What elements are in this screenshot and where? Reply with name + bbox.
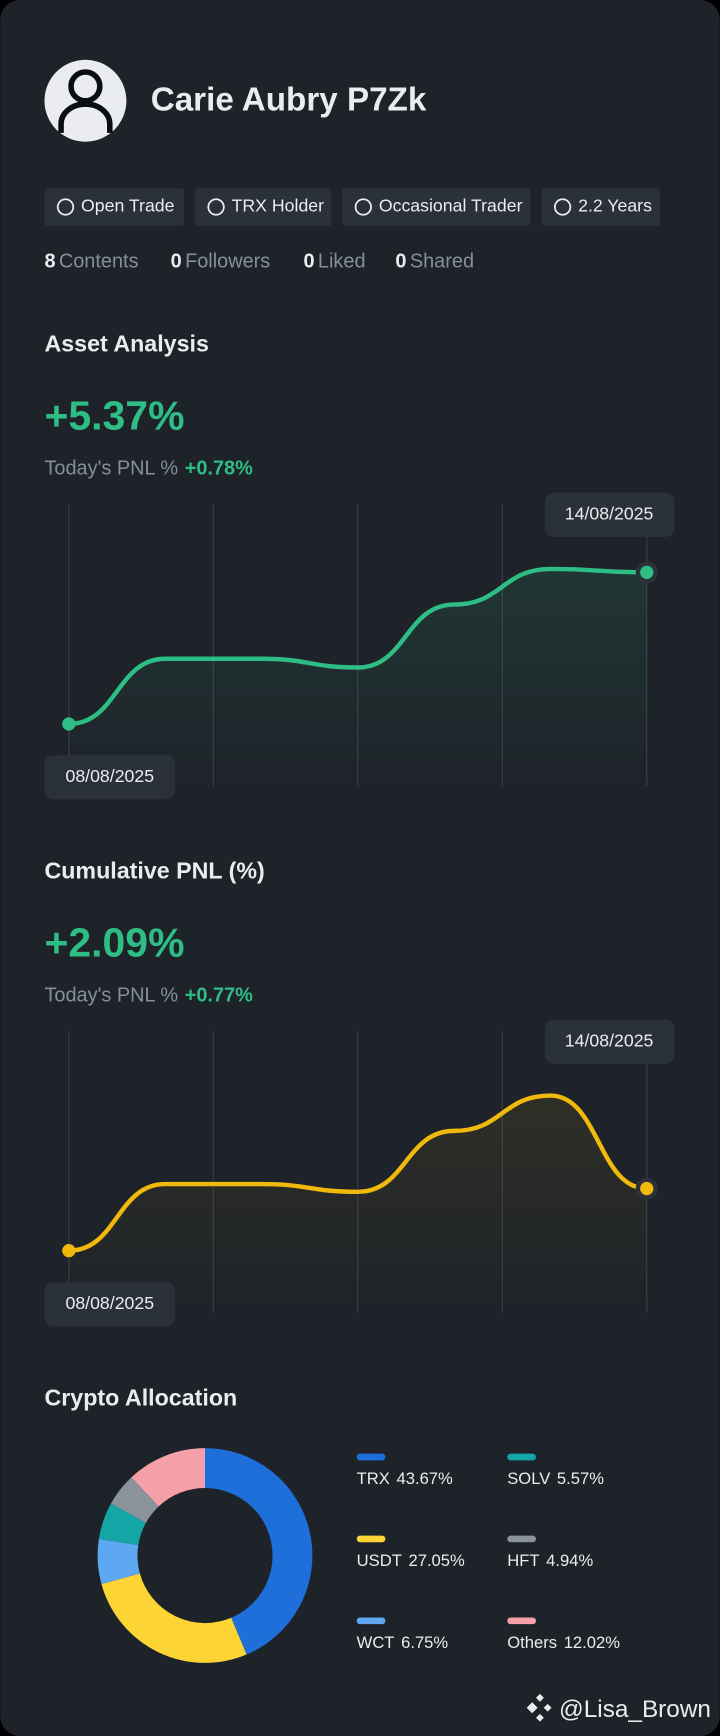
point bbox=[62, 717, 76, 731]
today-label: Today's PNL % bbox=[44, 458, 178, 480]
today-label: Today's PNL % bbox=[44, 985, 178, 1007]
avatar bbox=[44, 59, 127, 142]
section-title: Crypto Allocation bbox=[44, 1385, 237, 1411]
tag-chip bbox=[195, 188, 332, 226]
donut-segment bbox=[97, 1538, 141, 1585]
legend-name: TRX bbox=[357, 1470, 390, 1489]
stat: 8 Contents bbox=[44, 251, 138, 273]
tag-chip bbox=[44, 188, 184, 226]
area bbox=[68, 1095, 647, 1314]
tag-label: Open Trade bbox=[81, 196, 175, 216]
tag-label: 2.2 Years bbox=[578, 196, 652, 216]
stat: 0 Shared bbox=[395, 251, 474, 273]
tag-label: TRX Holder bbox=[232, 196, 325, 216]
today-pnl: Today's PNL % +0.77% bbox=[44, 985, 253, 1007]
legend-swatch bbox=[356, 1535, 386, 1543]
stat-label: Contents bbox=[59, 251, 139, 273]
tag-icon bbox=[553, 198, 572, 216]
user-name: Carie Aubry P7Zk bbox=[151, 82, 427, 119]
area bbox=[68, 568, 647, 787]
legend-entry: TRX 43.67% bbox=[357, 1470, 453, 1489]
date-badge bbox=[44, 755, 176, 800]
legend-value: 4.94% bbox=[546, 1552, 593, 1571]
point bbox=[62, 1244, 76, 1258]
legend-entry: SOLV 5.57% bbox=[507, 1470, 604, 1489]
today-pnl: Today's PNL % +0.78% bbox=[44, 458, 253, 480]
today-value: +0.77% bbox=[185, 985, 253, 1007]
date-badge bbox=[544, 492, 675, 537]
watermark: @Lisa_Brown bbox=[559, 1696, 711, 1723]
date-label: 08/08/2025 bbox=[65, 1293, 154, 1313]
legend-name: Others bbox=[507, 1633, 557, 1652]
tag-icon bbox=[56, 198, 75, 216]
section-title: Asset Analysis bbox=[44, 331, 208, 357]
legend-swatch bbox=[356, 1617, 386, 1625]
donut-segment bbox=[131, 1448, 206, 1507]
line bbox=[66, 566, 649, 727]
stat-count: 0 bbox=[171, 251, 182, 273]
headline: +5.37% bbox=[44, 392, 184, 438]
legend-name: USDT bbox=[357, 1552, 402, 1571]
stat-label: Liked bbox=[318, 251, 366, 273]
legend-swatch bbox=[356, 1453, 386, 1461]
tag-chip bbox=[342, 188, 531, 226]
legend-name: HFT bbox=[507, 1552, 539, 1571]
legend-entry: Others 12.02% bbox=[507, 1633, 620, 1652]
legend-value: 43.67% bbox=[397, 1470, 454, 1489]
tag-icon bbox=[207, 198, 225, 216]
tag-icon bbox=[354, 198, 372, 216]
point bbox=[640, 565, 654, 579]
date-badge bbox=[44, 1282, 176, 1327]
stat: 0 Liked bbox=[304, 251, 366, 273]
legend-swatch bbox=[507, 1535, 537, 1543]
donut-segment bbox=[98, 1503, 147, 1546]
stat-count: 0 bbox=[304, 251, 315, 273]
date-label: 14/08/2025 bbox=[565, 503, 654, 523]
tag-label: Occasional Trader bbox=[379, 196, 523, 216]
date-label: 14/08/2025 bbox=[565, 1030, 654, 1050]
donut-segment bbox=[111, 1477, 160, 1524]
point bbox=[640, 1181, 654, 1196]
date-label: 08/08/2025 bbox=[65, 766, 154, 786]
legend-name: WCT bbox=[357, 1633, 395, 1652]
today-value: +0.78% bbox=[185, 458, 253, 480]
legend-value: 6.75% bbox=[401, 1633, 448, 1652]
donut-segment bbox=[204, 1448, 313, 1655]
legend-entry: WCT 6.75% bbox=[357, 1633, 449, 1652]
legend-swatch bbox=[507, 1617, 537, 1625]
legend-name: SOLV bbox=[507, 1470, 550, 1489]
headline: +2.09% bbox=[44, 919, 184, 965]
line bbox=[66, 1093, 649, 1253]
stat: 0 Followers bbox=[171, 251, 271, 273]
stat-count: 0 bbox=[395, 251, 406, 273]
section-title: Cumulative PNL (%) bbox=[44, 858, 264, 884]
stat-count: 8 bbox=[44, 251, 55, 273]
legend-entry: USDT 27.05% bbox=[357, 1552, 465, 1571]
legend-swatch bbox=[507, 1453, 537, 1461]
legend-value: 5.57% bbox=[557, 1470, 604, 1489]
stat-label: Followers bbox=[185, 251, 270, 273]
date-badge bbox=[544, 1019, 675, 1064]
tag-chip bbox=[541, 188, 661, 226]
legend-value: 12.02% bbox=[564, 1633, 621, 1652]
legend-value: 27.05% bbox=[408, 1552, 465, 1571]
legend-entry: HFT 4.94% bbox=[507, 1552, 593, 1571]
donut-segment bbox=[101, 1572, 247, 1663]
stat-label: Shared bbox=[410, 251, 474, 273]
